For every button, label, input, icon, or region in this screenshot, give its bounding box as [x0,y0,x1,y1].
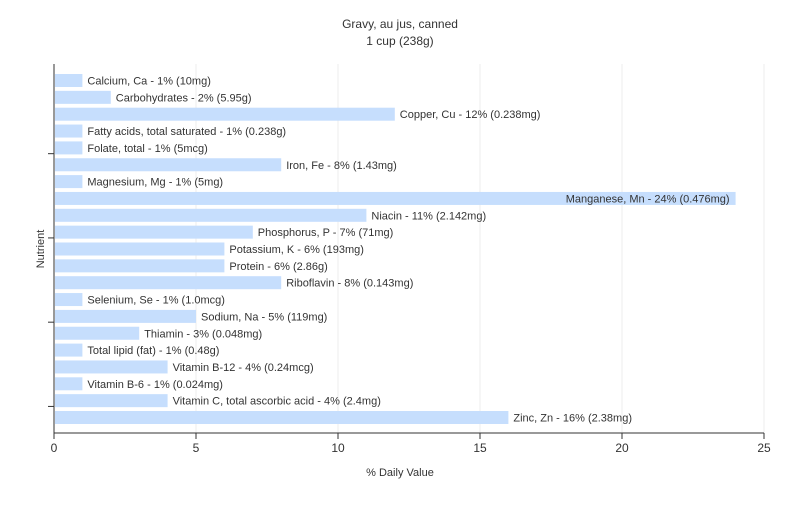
bar [55,90,111,104]
bar [55,377,83,391]
bar [55,74,83,87]
bar [55,326,140,340]
bar [55,124,83,138]
bar [55,309,196,323]
bar-label: Protein - 6% (2.86g) [229,261,327,273]
bar-label: Vitamin B-6 - 1% (0.024mg) [87,379,223,391]
bar [55,107,395,121]
bar [55,411,509,424]
bar-label: Manganese, Mn - 24% (0.476mg) [566,193,730,205]
x-tick-label: 20 [615,441,629,455]
bar-label: Magnesium, Mg - 1% (5mg) [87,177,223,189]
bar [55,141,83,155]
bar-label: Fatty acids, total saturated - 1% (0.238… [87,126,286,138]
bar-series [55,74,736,424]
bar-label: Total lipid (fat) - 1% (0.48g) [87,345,219,357]
x-tick-label: 25 [757,441,771,455]
bar-label: Iron, Fe - 8% (1.43mg) [286,160,397,172]
bar [55,276,282,290]
bar-label: Zinc, Zn - 16% (2.38mg) [513,413,632,425]
bar-labels: Calcium, Ca - 1% (10mg) Carbohydrates - 2… [87,76,729,425]
bar [55,360,168,374]
bar [55,225,253,239]
x-tick-label: 5 [193,441,200,455]
x-tick-label: 15 [473,441,487,455]
bar-label: Vitamin C, total ascorbic acid - 4% (2.4… [173,396,381,408]
bar-label: Folate, total - 1% (5mcg) [87,143,207,155]
bar-label: Sodium, Na - 5% (119mg) [201,311,327,323]
x-tick-label: 10 [331,441,345,455]
bar-label: Riboflavin - 8% (0.143mg) [286,278,413,290]
bar-label: Carbohydrates - 2% (5.95g) [116,92,252,104]
bar-label: Selenium, Se - 1% (1.0mcg) [87,295,225,307]
bar-label: Potassium, K - 6% (193mg) [229,244,364,256]
y-axis-label: Nutrient [35,230,47,269]
bar-label: Phosphorus, P - 7% (71mg) [258,227,394,239]
bar [55,293,83,307]
bar-label: Vitamin B-12 - 4% (0.24mcg) [173,362,314,374]
grid-lines [195,64,765,433]
bar-label: Niacin - 11% (2.142mg) [371,210,486,222]
chart-subtitle: 1 cup (238g) [366,34,433,48]
bar-label: Thiamin - 3% (0.048mg) [144,328,262,340]
bar [55,242,225,256]
x-tick-label: 0 [51,441,58,455]
bar-label: Calcium, Ca - 1% (10mg) [87,76,210,88]
bar-label: Copper, Cu - 12% (0.238mg) [400,109,541,121]
bar [55,191,736,205]
bar [55,259,225,273]
bar [55,208,367,222]
bar [55,175,83,189]
chart-title: Gravy, au jus, canned [342,17,458,31]
bar [55,394,168,408]
x-axis-label: % Daily Value [366,467,434,479]
axes: 0 5 10 15 20 25 [48,64,771,455]
bar [55,343,83,357]
bar [55,158,282,172]
